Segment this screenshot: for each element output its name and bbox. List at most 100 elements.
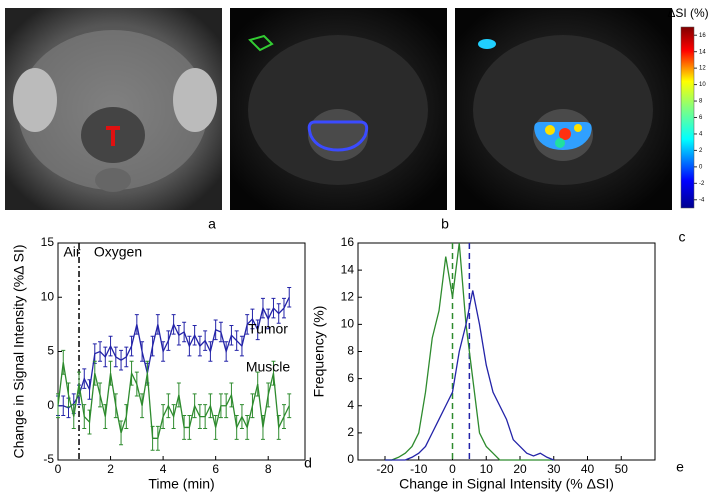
y-tick-label: 0: [347, 452, 354, 466]
error-bar: [61, 349, 66, 375]
x-tick-label: 0: [55, 462, 62, 476]
error-bar: [192, 393, 197, 419]
error-bar: [124, 404, 129, 430]
y-tick-label: 14: [341, 262, 355, 276]
error-bar: [192, 324, 197, 346]
error-bar: [234, 415, 239, 440]
error-bar: [171, 314, 176, 335]
y-tick-label: 6: [347, 371, 354, 385]
image-b: [230, 8, 447, 210]
error-bar: [113, 393, 118, 419]
error-bar: [129, 360, 134, 386]
colorbar-tick-label: 4: [699, 132, 703, 138]
error-bar: [66, 382, 71, 408]
colorbar-tick-label: 6: [699, 115, 703, 121]
panel-label: d: [304, 455, 312, 471]
colorbar-tick-label: 2: [699, 148, 703, 154]
image-a: [5, 8, 222, 210]
x-tick-label: 40: [581, 462, 595, 476]
colorbar-title: ΔSI (%): [667, 6, 708, 20]
y-tick-label: 2: [347, 425, 354, 439]
error-bar: [129, 335, 134, 357]
y-tick-label: 8: [347, 344, 354, 358]
error-bar: [281, 297, 286, 319]
error-bar: [208, 341, 213, 362]
error-bar: [260, 415, 265, 440]
x-tick-label: 6: [212, 462, 219, 476]
error-bar: [224, 341, 229, 362]
error-bar: [108, 360, 113, 386]
y-axis-label: Frequency (%): [311, 306, 327, 398]
error-bar: [255, 319, 260, 341]
error-bar: [108, 335, 113, 357]
x-tick-label: 2: [107, 462, 114, 476]
x-axis-label: Time (min): [148, 476, 214, 492]
panel-label: a: [208, 216, 216, 232]
plot-frame: [357, 242, 656, 461]
annotation: Oxygen: [94, 244, 142, 260]
error-bar: [245, 415, 250, 440]
x-tick-label: 8: [265, 462, 272, 476]
error-bar: [197, 404, 202, 430]
colorbar-tick-label: 0: [699, 164, 703, 170]
colorbar-tick-label: 14: [699, 49, 706, 55]
error-bar: [103, 346, 108, 368]
error-bar: [182, 321, 187, 343]
error-bar: [161, 341, 166, 362]
annotation: Tumor: [248, 321, 288, 337]
error-bar: [266, 382, 271, 408]
error-bar: [103, 404, 108, 430]
error-bar: [176, 324, 181, 346]
error-bar: [276, 415, 281, 440]
error-bar: [255, 371, 260, 397]
error-bar: [166, 330, 171, 351]
error-bar: [203, 404, 208, 430]
colorbar-tick-label: -2: [699, 181, 705, 187]
y-tick-label: 10: [41, 289, 55, 303]
error-bar: [155, 425, 160, 451]
error-bar: [250, 393, 255, 419]
error-bar: [197, 335, 202, 357]
error-bar: [56, 393, 60, 419]
colorbar-tick-label: 12: [699, 66, 706, 72]
error-bar: [213, 415, 218, 440]
error-bar: [113, 346, 118, 368]
error-bar: [208, 393, 213, 419]
error-bar: [213, 319, 218, 341]
colorbar-tick-label: 8: [699, 99, 703, 105]
error-bar: [239, 404, 244, 430]
error-bar: [287, 393, 292, 419]
error-bar: [98, 382, 103, 408]
error-bar: [271, 360, 276, 386]
error-bar: [266, 308, 271, 330]
error-bar: [176, 382, 181, 408]
colorbar-tick-label: -4: [699, 197, 705, 203]
error-bar: [276, 303, 281, 324]
error-bar: [281, 404, 286, 430]
x-tick-label: 50: [615, 462, 629, 476]
y-tick-label: -5: [43, 452, 54, 466]
error-bar: [250, 308, 255, 330]
error-bar: [119, 349, 124, 371]
x-tick-label: -20: [376, 462, 394, 476]
error-bar: [87, 379, 92, 400]
x-tick-label: 30: [547, 462, 561, 476]
y-tick-label: 16: [341, 235, 355, 249]
x-tick-label: 4: [160, 462, 167, 476]
error-bar: [61, 395, 66, 417]
error-bar: [87, 409, 92, 435]
series-line: [385, 290, 554, 461]
colorbar-tick-label: 10: [699, 82, 706, 88]
error-bar: [271, 297, 276, 319]
error-bar: [171, 404, 176, 430]
error-bar: [218, 321, 223, 343]
error-bar: [150, 425, 155, 451]
colorbar: [680, 26, 695, 209]
x-tick-label: -10: [410, 462, 428, 476]
x-tick-label: 10: [480, 462, 494, 476]
error-bar: [77, 371, 82, 397]
error-bar: [82, 404, 87, 430]
error-bar: [140, 393, 145, 419]
error-bar: [218, 393, 223, 419]
